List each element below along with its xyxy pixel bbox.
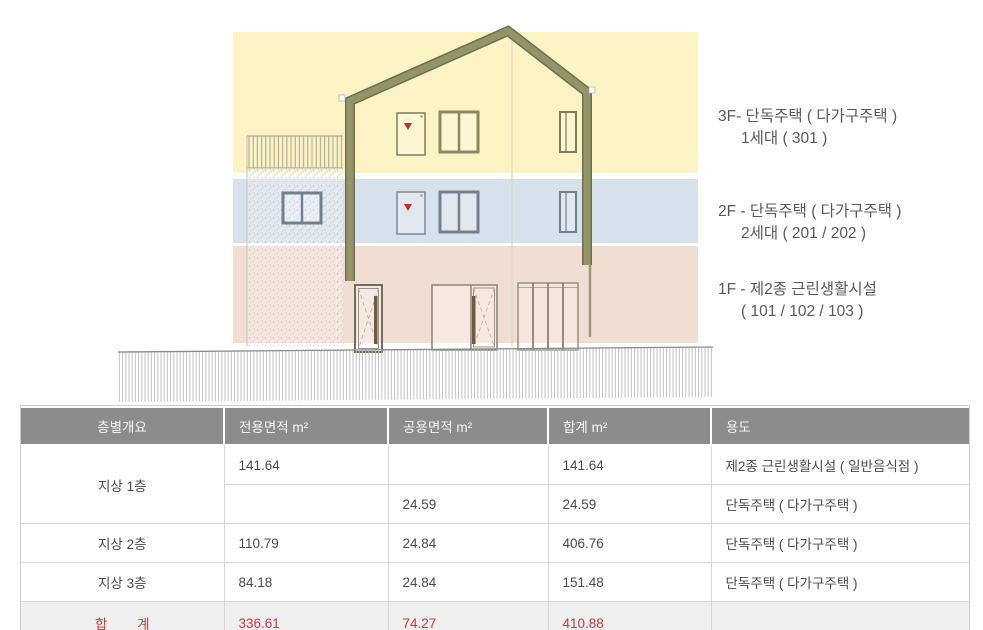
- cell-total-common: 74.27: [387, 601, 549, 630]
- cell-floor-3f: 지상 3층: [21, 562, 225, 602]
- label-2f-use: 2F - 단독주택 ( 다가구주택 ): [718, 203, 902, 220]
- cell-total: 141.64: [547, 444, 712, 485]
- cell-floor-2f: 지상 2층: [21, 523, 225, 563]
- header-common-area: 공용면적 m²: [387, 408, 548, 446]
- entrance-door-middle: [431, 284, 498, 351]
- table-row-2f: 지상 2층 110.79 24.84 406.76 단독주택 ( 다가구주택 ): [21, 523, 969, 563]
- label-3f: 3F- 단독주택 ( 다가구주택 ) 1세대 ( 301 ): [718, 106, 897, 150]
- window-3f-narrow: [559, 111, 577, 153]
- label-1f-units: ( 101 / 102 / 103 ): [741, 303, 864, 320]
- label-2f-units: 2세대 ( 201 / 202 ): [741, 225, 867, 242]
- header-use: 용도: [710, 408, 969, 446]
- cell-exclusive: 141.64: [223, 444, 389, 485]
- cell-common: 24.59: [387, 484, 549, 524]
- cell-use: 제2종 근린생활시설 ( 일반음식점 ): [710, 444, 969, 485]
- window-2f-narrow: [559, 191, 577, 233]
- area-summary-table: 층별개요 전용면적 m² 공용면적 m² 합계 m² 용도 지상 1층 141.…: [20, 405, 970, 630]
- red-marker-icon: [404, 123, 412, 130]
- header-total-area: 합계 m²: [547, 408, 711, 446]
- header-floor-overview: 층별개요: [21, 408, 224, 446]
- window-2f-panel: [396, 191, 426, 235]
- annex-stucco-wall: [246, 136, 343, 346]
- cell-total-label: 합 계: [21, 601, 225, 630]
- table-row-3f: 지상 3층 84.18 24.84 151.48 단독주택 ( 다가구주택 ): [21, 562, 969, 602]
- cell-total: 24.59: [547, 484, 712, 524]
- cell-common: 24.84: [387, 562, 549, 602]
- window-3f-double: [438, 110, 480, 154]
- window-3f-panel: [396, 112, 426, 156]
- ground-hatch: [117, 346, 714, 402]
- label-3f-units: 1세대 ( 301 ): [741, 130, 828, 147]
- cell-use: 단독주택 ( 다가구주택 ): [710, 562, 969, 602]
- annex-railing: [247, 135, 343, 169]
- cell-use: 단독주택 ( 다가구주택 ): [710, 484, 969, 524]
- cell-exclusive: 110.79: [223, 523, 389, 563]
- cell-total: 406.76: [547, 523, 712, 563]
- cell-common: [387, 444, 549, 485]
- entrance-door-left: [354, 284, 383, 353]
- label-3f-use: 3F- 단독주택 ( 다가구주택 ): [718, 108, 898, 125]
- building-elevation-diagram: [117, 25, 714, 402]
- header-exclusive-area: 전용면적 m²: [223, 408, 388, 446]
- red-marker-icon: [404, 204, 412, 211]
- cell-common: 24.84: [387, 523, 549, 563]
- window-2f-double: [438, 190, 480, 234]
- cell-exclusive: [224, 484, 389, 524]
- storefront-doors: [517, 282, 579, 351]
- label-1f-use: 1F - 제2종 근린생활시설: [718, 281, 877, 298]
- table-row-total: 합 계 336.61 74.27 410.88: [21, 601, 969, 630]
- roof-outline: [338, 25, 596, 337]
- table-header-row: 층별개요 전용면적 m² 공용면적 m² 합계 m² 용도: [21, 408, 969, 446]
- cell-total-total: 410.88: [547, 601, 712, 630]
- cell-total-use: [710, 601, 969, 630]
- cell-floor-1f: 지상 1층: [21, 444, 225, 524]
- table-row-1f-b: 24.59 24.59 단독주택 ( 다가구주택 ): [21, 484, 969, 524]
- label-1f: 1F - 제2종 근린생활시설 ( 101 / 102 / 103 ): [718, 279, 877, 323]
- cell-use: 단독주택 ( 다가구주택 ): [710, 523, 969, 563]
- cell-total: 151.48: [547, 562, 712, 602]
- label-2f: 2F - 단독주택 ( 다가구주택 ) 2세대 ( 201 / 202 ): [718, 201, 901, 245]
- window-2f-annex: [281, 191, 323, 225]
- cell-exclusive: 84.18: [223, 562, 389, 602]
- cell-total-exclusive: 336.61: [223, 601, 389, 630]
- table-row-1f-a: 지상 1층 141.64 141.64 제2종 근린생활시설 ( 일반음식점 ): [21, 444, 969, 524]
